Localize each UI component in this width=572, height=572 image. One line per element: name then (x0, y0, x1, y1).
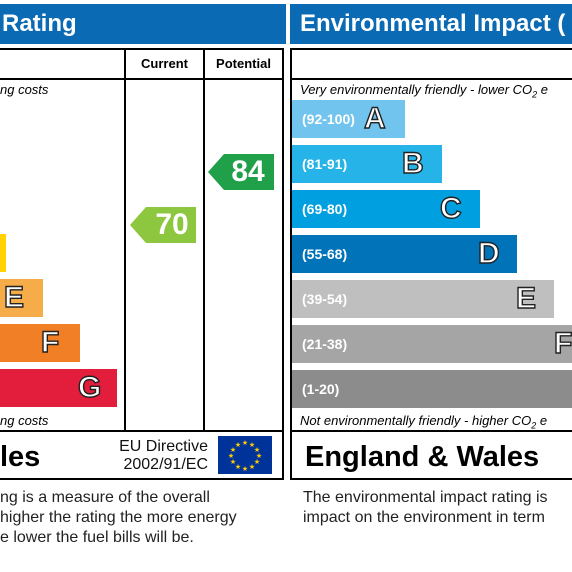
env-band: (81-91) B (292, 145, 442, 183)
energy-potential-col-divider (203, 48, 205, 432)
env-band-range: (55-68) (302, 246, 348, 262)
env-band-range: (21-38) (302, 336, 348, 352)
eu-directive-line2: 2002/91/EC (123, 456, 208, 473)
env-top-note-tail: e (537, 82, 549, 97)
env-header: Environmental Impact ( (290, 4, 572, 44)
energy-footer-region: les (0, 441, 41, 473)
energy-band-d (0, 234, 6, 272)
env-band: (39-54) E (292, 280, 554, 318)
env-top-note: Very environmentally friendly - lower CO… (300, 82, 572, 100)
svg-text:★: ★ (230, 446, 236, 454)
energy-header-title: Rating (2, 10, 77, 37)
energy-band-letter: G (77, 370, 102, 404)
env-band: (69-80) C (292, 190, 480, 228)
env-description: The environmental impact rating is impac… (303, 488, 572, 528)
env-band-letter: B (401, 146, 424, 180)
env-band: (92-100) A (292, 100, 405, 138)
env-band-letter: E (515, 281, 537, 315)
energy-header: Rating (0, 4, 286, 44)
current-rating-value: 70 (155, 208, 189, 241)
env-bottom-note-sub: 2 (531, 420, 537, 431)
energy-band-letter: E (3, 280, 25, 314)
svg-text:★: ★ (254, 458, 260, 466)
energy-band-e: E (0, 279, 43, 317)
svg-text:★: ★ (228, 452, 234, 460)
energy-description-line: higher the rating the more energy (0, 509, 237, 526)
svg-text:★: ★ (230, 458, 236, 466)
env-description-line: The environmental impact rating is (303, 489, 548, 506)
current-rating-arrow (130, 207, 196, 243)
eu-directive-label: EU Directive 2002/91/EC (100, 438, 208, 474)
potential-column-header: Potential (216, 56, 271, 71)
eu-flag-icon: ★ ★★ ★★★ ★★★ ★★★ (218, 436, 272, 474)
env-band-letter: D (477, 236, 500, 270)
energy-description-line: e lower the fuel bills will be. (0, 529, 194, 546)
env-bottom-note-tail: e (536, 413, 548, 428)
env-header-row-divider (290, 78, 572, 80)
energy-band-f: F (0, 324, 80, 362)
env-band: (21-38) F (292, 325, 572, 363)
svg-text:★: ★ (249, 463, 255, 471)
current-column-header: Current (141, 56, 188, 71)
svg-text:★: ★ (242, 465, 248, 473)
energy-frame (0, 48, 284, 480)
env-bottom-note-text: Not environmentally friendly - higher CO (300, 413, 532, 428)
potential-rating-arrow (208, 154, 274, 190)
svg-text:★: ★ (235, 441, 241, 449)
env-band-range: (92-100) (302, 111, 355, 127)
svg-text:★: ★ (242, 439, 248, 447)
env-header-title: Environmental Impact ( (300, 10, 566, 37)
env-top-note-sub: 2 (532, 89, 538, 100)
energy-description: ng is a measure of the overall higher th… (0, 488, 284, 548)
svg-text:★: ★ (254, 446, 260, 454)
env-band-letter: C (439, 191, 462, 225)
svg-text:★: ★ (235, 463, 241, 471)
energy-bottom-note: ng costs (0, 413, 49, 428)
energy-current-col-divider (124, 48, 126, 432)
energy-description-line: ng is a measure of the overall (0, 489, 210, 506)
energy-band-g: G (0, 369, 117, 407)
energy-top-note: ng costs (0, 82, 49, 97)
env-band: (1-20) (292, 370, 572, 408)
env-band: (55-68) D (292, 235, 517, 273)
energy-band-letter: F (40, 325, 60, 359)
energy-header-row-divider (0, 78, 284, 80)
svg-text:★: ★ (249, 441, 255, 449)
env-band-range: (39-54) (302, 291, 348, 307)
env-frame (290, 48, 572, 480)
env-description-line: impact on the environment in term (303, 509, 545, 526)
env-footer-divider (290, 430, 572, 432)
env-band-letter: A (363, 101, 386, 135)
env-band-letter: F (553, 326, 572, 360)
env-band-range: (1-20) (302, 381, 340, 397)
env-band-range: (69-80) (302, 201, 348, 217)
potential-rating-value: 84 (231, 155, 265, 188)
env-bottom-note: Not environmentally friendly - higher CO… (300, 413, 572, 431)
env-band-range: (81-91) (302, 156, 348, 172)
eu-directive-line1: EU Directive (119, 438, 208, 455)
svg-text:★: ★ (256, 452, 262, 460)
env-footer-region: England & Wales (305, 441, 540, 473)
energy-footer-divider (0, 430, 284, 432)
env-top-note-text: Very environmentally friendly - lower CO (300, 82, 533, 97)
